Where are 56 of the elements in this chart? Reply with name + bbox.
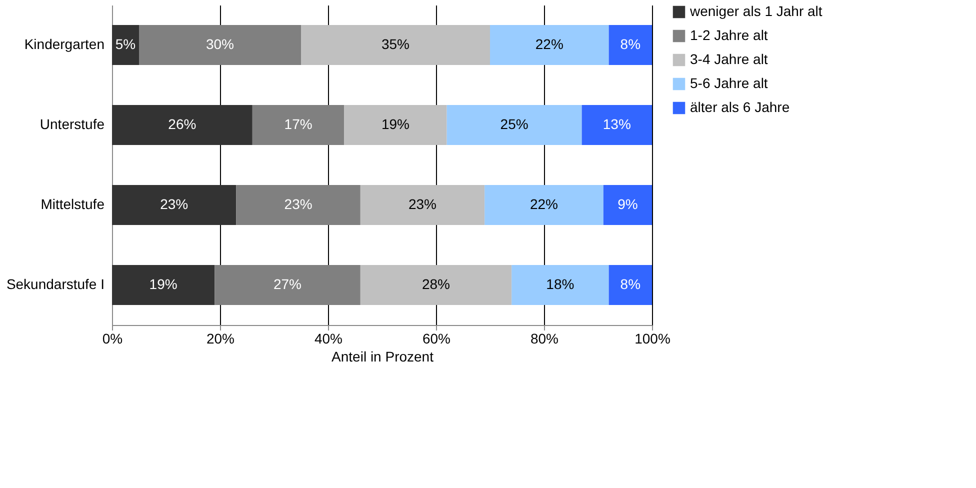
x-tick-label: 20% — [206, 330, 235, 346]
data-label: 9% — [618, 196, 638, 212]
data-label: 8% — [620, 276, 641, 292]
x-axis-title: Anteil in Prozent — [332, 348, 434, 364]
bar — [512, 265, 609, 305]
data-label: 35% — [381, 36, 410, 52]
data-label: 27% — [273, 276, 302, 292]
x-tick-label: 60% — [422, 330, 451, 346]
x-tick-label: 0% — [102, 330, 123, 346]
bar — [252, 105, 344, 145]
legend-label: älter als 6 Jahre — [690, 99, 790, 115]
bar — [214, 265, 360, 305]
bar — [112, 25, 139, 65]
bar — [139, 25, 301, 65]
data-label: 22% — [535, 36, 564, 52]
bar — [490, 25, 609, 65]
y-tick-label: Sekundarstufe I — [6, 276, 104, 292]
bar — [484, 185, 604, 225]
bar — [582, 105, 652, 145]
data-label: 18% — [546, 276, 574, 292]
legend-label: 1-2 Jahre alt — [690, 27, 768, 43]
data-label: 28% — [422, 276, 450, 292]
data-label: 19% — [149, 276, 178, 292]
data-label: 26% — [168, 116, 196, 132]
data-label: 23% — [408, 196, 437, 212]
y-tick-label: Kindergarten — [24, 36, 104, 52]
data-label: 17% — [284, 116, 312, 132]
bar — [608, 265, 652, 305]
data-label: 8% — [620, 36, 641, 52]
legend-label: 5-6 Jahre alt — [690, 75, 768, 91]
bar — [344, 105, 447, 145]
x-tick-label: 40% — [314, 330, 343, 346]
bar — [112, 265, 215, 305]
bar — [301, 25, 490, 65]
data-label: 23% — [284, 196, 312, 212]
bar — [112, 185, 236, 225]
y-tick-label: Unterstufe — [40, 116, 105, 132]
legend-label: weniger als 1 Jahr alt — [689, 3, 822, 19]
data-label: 19% — [381, 116, 410, 132]
data-label: 13% — [602, 116, 631, 132]
data-label: 23% — [160, 196, 188, 212]
data-label: 22% — [530, 196, 558, 212]
y-tick-label: Mittelstufe — [40, 196, 105, 212]
legend-label: 3-4 Jahre alt — [690, 51, 768, 67]
bar — [112, 105, 252, 145]
data-label: 25% — [500, 116, 528, 132]
bar — [603, 185, 652, 225]
data-label: 5% — [115, 36, 136, 52]
x-tick-label: 80% — [530, 330, 559, 346]
data-label: 30% — [206, 36, 234, 52]
x-tick-label: 100% — [634, 330, 670, 346]
bar — [608, 25, 652, 65]
bar — [446, 105, 582, 145]
bar — [236, 185, 360, 225]
bar — [360, 185, 485, 225]
bar — [360, 265, 512, 305]
